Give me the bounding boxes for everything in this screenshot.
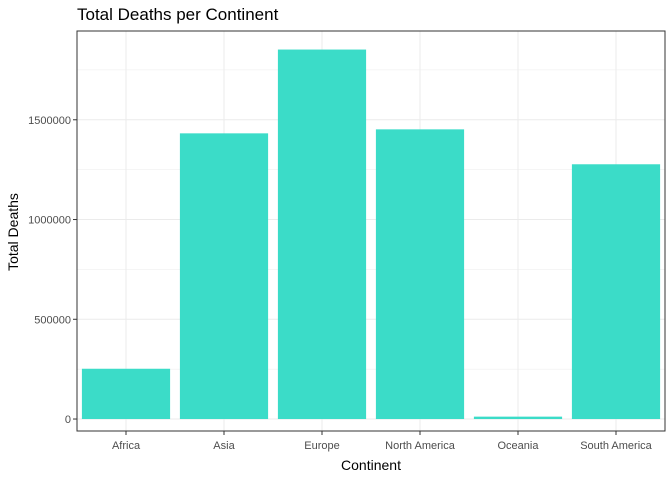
x-axis-ticks: Africa Asia Europe North America Oceania Sout…: [112, 431, 653, 452]
x-tick-label: Europe: [304, 440, 339, 452]
y-tick-label: 0: [65, 414, 71, 426]
x-tick-label: Asia: [213, 440, 235, 452]
bar: [277, 49, 367, 420]
bar: [571, 164, 661, 420]
x-tick-label: Oceania: [498, 440, 540, 452]
y-tick-label: 1000000: [28, 215, 71, 227]
y-axis-ticks: 0 500000 1000000 1500000: [28, 115, 77, 426]
y-tick-label: 1500000: [28, 115, 71, 127]
y-tick-label: 500000: [34, 314, 71, 326]
minor-gridlines: [77, 69, 665, 370]
bar: [375, 129, 465, 420]
y-axis-title: Total Deaths: [5, 193, 21, 271]
x-axis-title: Continent: [341, 457, 401, 473]
panel-border: [76, 30, 666, 432]
bar: [81, 368, 171, 420]
x-tick-label: South America: [580, 440, 652, 452]
bar: [179, 133, 269, 420]
bar: [473, 416, 563, 420]
x-tick-label: Africa: [112, 440, 141, 452]
bars: [81, 49, 661, 420]
chart-title: Total Deaths per Continent: [77, 5, 279, 24]
x-tick-label: North America: [385, 440, 456, 452]
